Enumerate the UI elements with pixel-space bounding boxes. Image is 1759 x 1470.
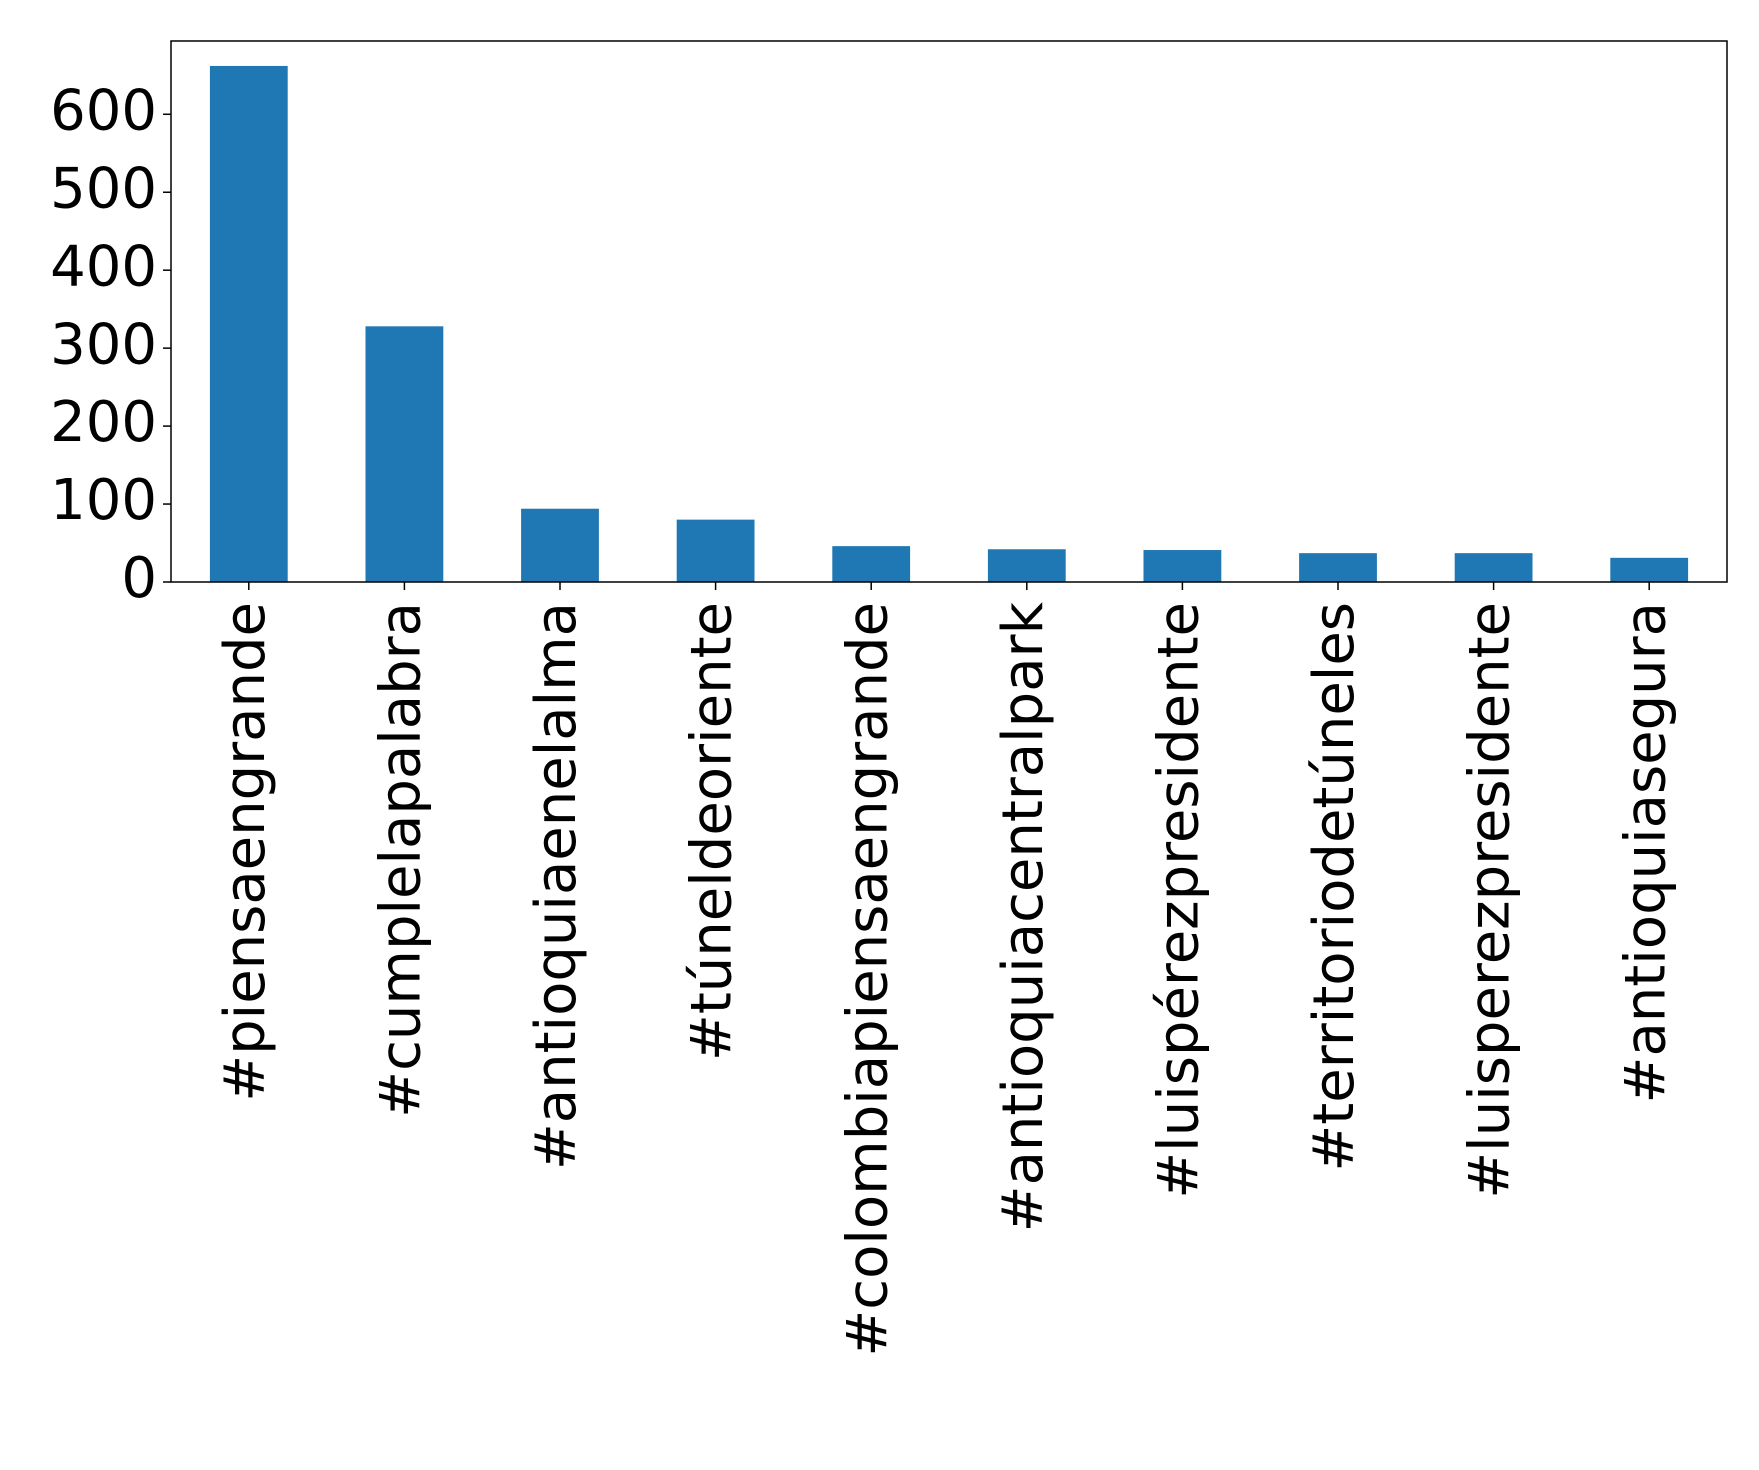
x-tick-label: #colombiapiensaengrande: [835, 602, 900, 1357]
x-tick-label: #antioquiaenelalma: [524, 602, 589, 1170]
y-tick-label: 600: [50, 78, 157, 143]
x-tick-label: #luisperezpresidente: [1458, 602, 1523, 1199]
y-tick-label: 500: [50, 156, 157, 221]
bar-4: [832, 546, 911, 582]
bar-1: [365, 326, 444, 582]
y-tick-label: 0: [121, 546, 157, 611]
x-tick-label: #territoriodetúneles: [1302, 602, 1367, 1172]
bar-0: [209, 65, 288, 582]
x-tick-label: #piensaengrande: [213, 602, 278, 1102]
x-tick-label: #túneldeoriente: [680, 602, 745, 1061]
plot-frame: [170, 40, 1728, 583]
bar-5: [987, 549, 1066, 582]
y-tick-label: 200: [50, 390, 157, 455]
x-axis: #piensaengrande #cumplelapalabra #antioqui…: [213, 582, 1678, 1357]
y-tick-label: 300: [50, 312, 157, 377]
bar-7: [1299, 553, 1377, 582]
bar-9: [1610, 557, 1689, 582]
x-tick-label: #cumplelapalabra: [369, 602, 434, 1118]
bar-6: [1143, 550, 1222, 582]
y-tick-label: 400: [50, 234, 157, 299]
x-tick-label: #antioquiacentralpark: [991, 601, 1056, 1232]
bar-2: [521, 508, 599, 582]
bar-8: [1454, 553, 1533, 582]
x-tick-label: #antioquiasegura: [1613, 602, 1678, 1103]
bar-3: [676, 519, 755, 582]
bars-layer: [209, 65, 1689, 582]
y-tick-label: 100: [50, 468, 157, 533]
x-tick-label: #luispérezpresidente: [1147, 602, 1212, 1199]
y-axis: 0 100 200 300 400 500 600: [50, 78, 171, 611]
